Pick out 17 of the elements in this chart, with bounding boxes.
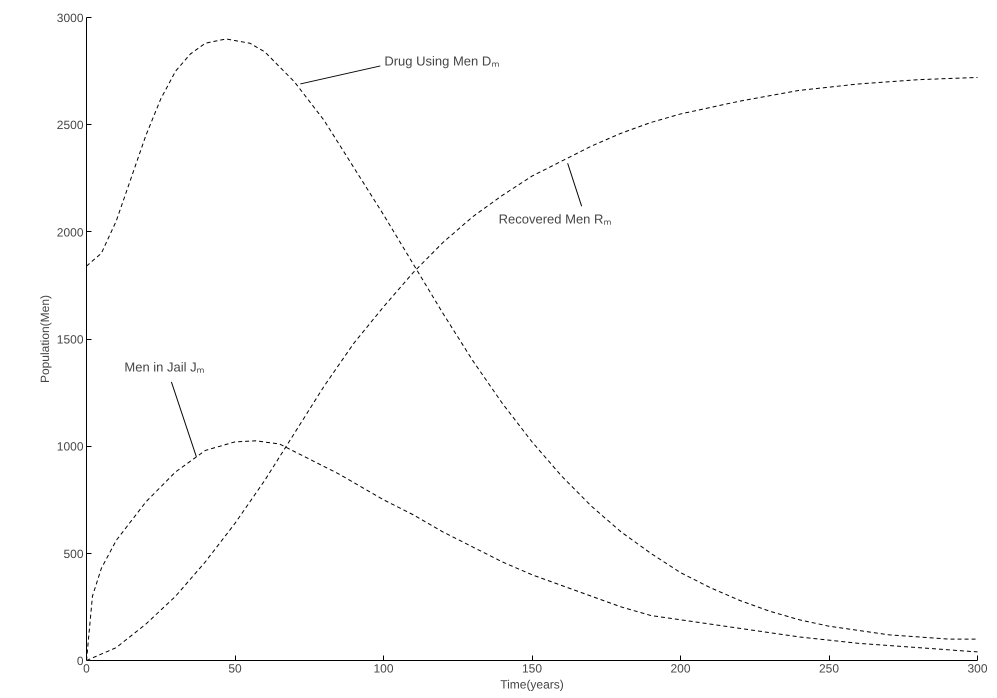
y-tick-label: 2000 [56,225,84,240]
y-tick-label: 2500 [56,118,84,132]
annotation: Recovered Men Rₘ [498,212,612,227]
x-tick-label: 250 [818,662,840,676]
x-tick-label: 200 [670,662,691,676]
x-axis-title: Time(years) [500,678,564,692]
x-tick-label: 100 [373,662,394,676]
y-tick-label: 1500 [56,332,84,346]
y-tick-label: 3000 [56,11,84,25]
x-tick-label: 50 [228,662,242,676]
annotation: Drug Using Men Dₘ [384,53,500,68]
x-tick-label: 300 [967,662,988,676]
annotation: Men in Jail Jₘ [124,359,205,374]
y-tick-label: 1000 [56,440,84,454]
y-axis-title: Population(Men) [38,294,52,384]
y-tick-label: 500 [63,546,84,561]
x-tick-label: 150 [522,662,542,676]
